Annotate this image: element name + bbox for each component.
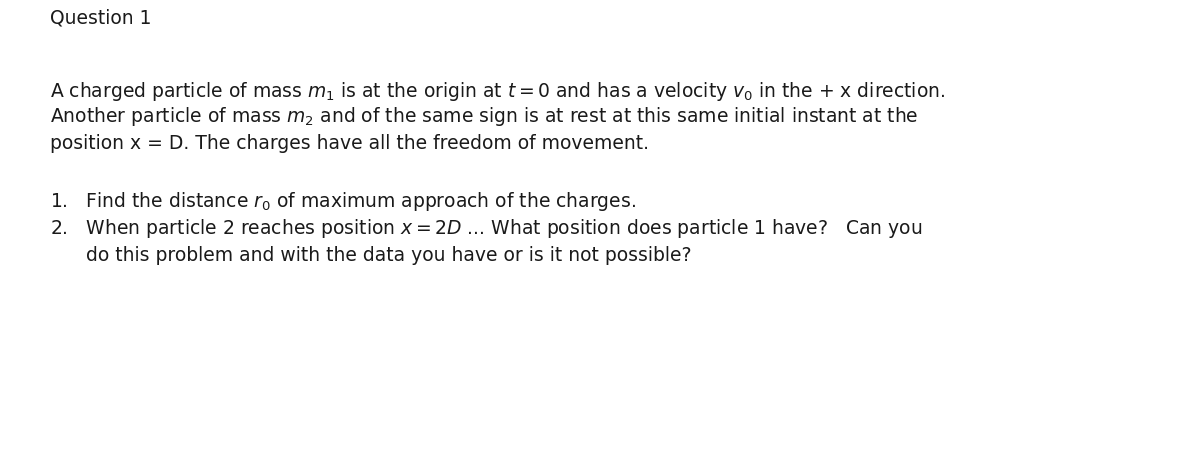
Text: position x = D. The charges have all the freedom of movement.: position x = D. The charges have all the… — [50, 134, 649, 153]
Text: 1.   Find the distance $r_0$ of maximum approach of the charges.: 1. Find the distance $r_0$ of maximum ap… — [50, 190, 636, 213]
Text: do this problem and with the data you have or is it not possible?: do this problem and with the data you ha… — [50, 246, 691, 265]
Text: 2.   When particle 2 reaches position $x = 2D$ ... What position does particle 1: 2. When particle 2 reaches position $x =… — [50, 217, 923, 240]
Text: Another particle of mass $m_2$ and of the same sign is at rest at this same init: Another particle of mass $m_2$ and of th… — [50, 105, 918, 128]
Text: A charged particle of mass $m_1$ is at the origin at $t = 0$ and has a velocity : A charged particle of mass $m_1$ is at t… — [50, 80, 946, 103]
Text: Question 1: Question 1 — [50, 9, 151, 28]
